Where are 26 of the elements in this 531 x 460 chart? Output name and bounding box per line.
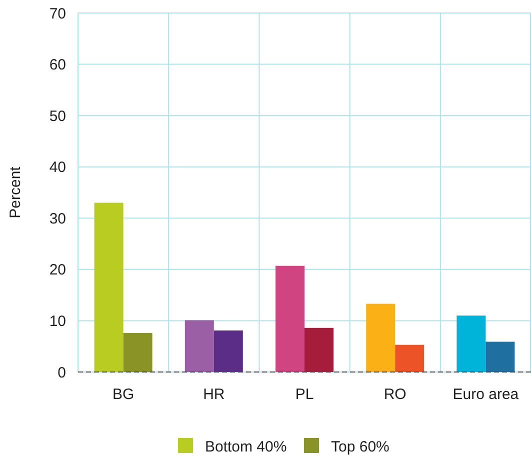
bar <box>395 344 424 372</box>
y-tick-label: 70 <box>49 5 66 22</box>
y-tick-label: 20 <box>49 262 66 279</box>
x-tick-label: HR <box>203 386 225 403</box>
y-axis-title: Percent <box>7 166 24 218</box>
y-tick-label: 50 <box>49 108 66 125</box>
y-tick-label: 40 <box>49 159 66 176</box>
x-tick-label: BG <box>112 386 134 403</box>
bar <box>123 333 152 372</box>
y-tick-label: 0 <box>58 364 66 382</box>
bar <box>456 316 486 372</box>
bar <box>214 330 243 372</box>
bar <box>276 266 304 372</box>
bar <box>304 328 334 372</box>
legend-label: Top 60% <box>331 438 390 456</box>
y-tick-label: 10 <box>49 312 66 330</box>
bar <box>184 320 214 372</box>
x-tick-label: RO <box>384 386 406 403</box>
bar <box>486 342 515 372</box>
y-tick-label: 30 <box>49 210 66 228</box>
x-tick-label: Euro area <box>452 386 520 403</box>
bar <box>366 304 396 372</box>
y-tick-label: 60 <box>49 56 66 74</box>
x-tick-label: PL <box>295 386 314 403</box>
bar <box>94 202 124 372</box>
legend-label: Bottom 40% <box>205 438 287 456</box>
